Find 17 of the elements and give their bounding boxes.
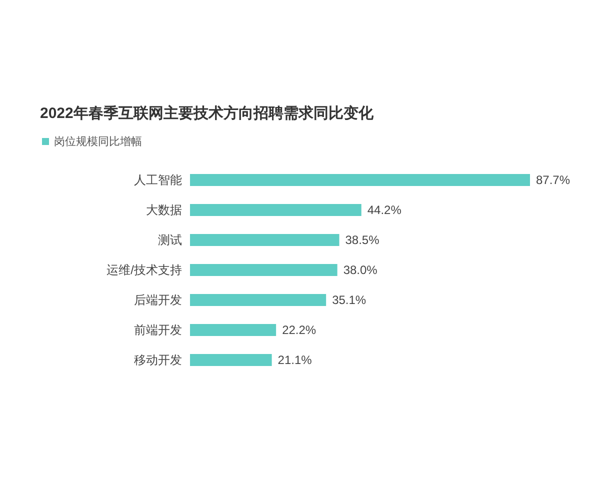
value-label: 38.5% — [345, 233, 380, 247]
title: 2022年春季互联网主要技术方向招聘需求同比变化 — [40, 105, 374, 122]
category-label: 大数据 — [146, 203, 182, 217]
legend-label: 岗位规模同比增幅 — [54, 135, 142, 148]
category-label: 测试 — [158, 233, 182, 247]
value-label: 38.0% — [343, 263, 378, 277]
legend: 岗位规模同比增幅 — [42, 136, 142, 148]
value-label: 22.2% — [282, 323, 316, 337]
value-label: 44.2% — [367, 203, 402, 217]
category-label: 人工智能 — [134, 173, 182, 187]
category-label: 前端开发 — [134, 323, 182, 337]
category-label: 运维/技术支持 — [106, 263, 182, 277]
category-label: 移动开发 — [134, 353, 182, 367]
category-label: 后端开发 — [134, 293, 182, 307]
value-label: 87.7% — [536, 173, 570, 187]
value-label: 21.1% — [278, 353, 312, 367]
value-label: 35.1% — [332, 293, 366, 307]
